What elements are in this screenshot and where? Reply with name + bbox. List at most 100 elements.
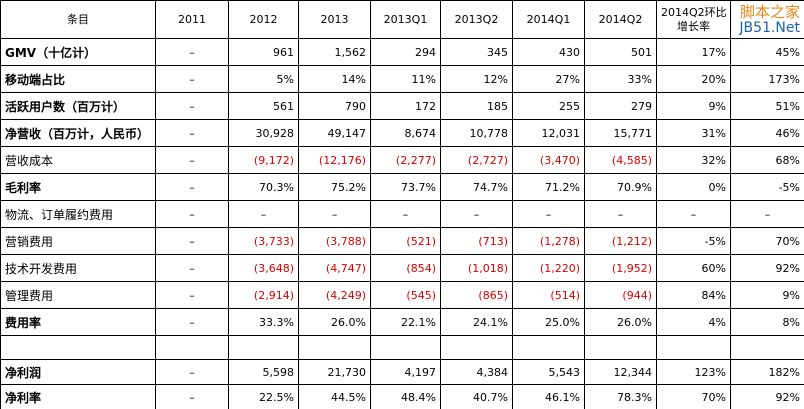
table-cell: 20% [656, 65, 731, 93]
empty-cell [155, 335, 229, 360]
header-row: 条目 2011 2012 2013 2013Q1 2013Q2 2014Q1 2014Q2 20… [0, 0, 804, 39]
column-header [730, 0, 804, 39]
table-cell: -5% [730, 173, 804, 201]
row-label: 营销费用 [0, 227, 156, 255]
table-cell: 46.1% [512, 384, 585, 409]
table-cell: – [440, 200, 513, 228]
table-cell: 71.2% [512, 173, 585, 201]
table-cell: 12,344 [584, 359, 657, 385]
table-cell: 26.0% [298, 308, 371, 336]
table-cell: – [155, 119, 229, 147]
table-cell: 14% [298, 65, 371, 93]
table-cell: (1,278) [512, 227, 585, 255]
table-cell: 51% [730, 92, 804, 120]
table-row: GMV（十亿计） –961 1,562 294 345 430 501 17% 45% [0, 38, 804, 66]
table-cell: – [155, 65, 229, 93]
header-line: 增长率 [677, 19, 710, 33]
table-cell: 33% [584, 65, 657, 93]
empty-cell [512, 335, 585, 360]
column-header: 2014Q2 [584, 0, 657, 39]
empty-cell [440, 335, 513, 360]
table-cell: (1,212) [584, 227, 657, 255]
table-cell: 1,562 [298, 38, 371, 66]
table-cell: 173% [730, 65, 804, 93]
table-cell: -5% [656, 227, 731, 255]
table-cell: (4,585) [584, 146, 657, 174]
empty-cell [228, 335, 299, 360]
table-cell: (3,470) [512, 146, 585, 174]
table-cell: – [155, 146, 229, 174]
table-cell: (865) [440, 281, 513, 309]
table-cell: 22.1% [370, 308, 441, 336]
table-cell: 185 [440, 92, 513, 120]
empty-cell [584, 335, 657, 360]
table-row: 活跃用户数（百万计） –561 790 172 185 255 279 9% 51% [0, 92, 804, 120]
row-label: GMV（十亿计） [0, 38, 156, 66]
table-cell: 17% [656, 38, 731, 66]
row-label: 营收成本 [0, 146, 156, 174]
table-cell: (4,249) [298, 281, 371, 309]
table-cell: 294 [370, 38, 441, 66]
table-cell: 92% [730, 254, 804, 282]
table-cell: (713) [440, 227, 513, 255]
table-cell: 24.1% [440, 308, 513, 336]
table-cell: (2,914) [228, 281, 299, 309]
table-cell: 9% [656, 92, 731, 120]
table-cell: 31% [656, 119, 731, 147]
table-cell: – [370, 200, 441, 228]
table-cell: 30,928 [228, 119, 299, 147]
table-cell: 73.7% [370, 173, 441, 201]
table-row: 营收成本 – (9,172) (12,176) (2,277) (2,727) (3,470… [0, 146, 804, 174]
column-header: 条目 [0, 0, 156, 39]
table-cell: (545) [370, 281, 441, 309]
column-header: 2014Q2环比 增长率 [656, 0, 731, 39]
table-cell: 123% [656, 359, 731, 385]
table-cell: 15,771 [584, 119, 657, 147]
table-cell: 12% [440, 65, 513, 93]
table-cell: – [155, 92, 229, 120]
table-cell: (514) [512, 281, 585, 309]
table-cell: 46% [730, 119, 804, 147]
empty-cell [656, 335, 731, 360]
table-cell: 45% [730, 38, 804, 66]
column-header: 2012 [228, 0, 299, 39]
table-cell: (2,277) [370, 146, 441, 174]
table-cell: (12,176) [298, 146, 371, 174]
row-label: 毛利率 [0, 173, 156, 201]
spacer-row [0, 335, 804, 360]
table-cell: 8,674 [370, 119, 441, 147]
table-cell: 561 [228, 92, 299, 120]
table-cell: – [155, 173, 229, 201]
table-cell: 10,778 [440, 119, 513, 147]
table-cell: – [155, 227, 229, 255]
column-header: 2013Q2 [440, 0, 513, 39]
table-cell: 279 [584, 92, 657, 120]
table-cell: 33.3% [228, 308, 299, 336]
table-cell: 78.3% [584, 384, 657, 409]
table-cell: 172 [370, 92, 441, 120]
table-cell: – [512, 200, 585, 228]
table-cell: (854) [370, 254, 441, 282]
row-label: 费用率 [0, 308, 156, 336]
column-header: 2011 [155, 0, 229, 39]
table-cell: – [155, 384, 229, 409]
table-cell: 9% [730, 281, 804, 309]
table-cell: 790 [298, 92, 371, 120]
table-cell: (1,952) [584, 254, 657, 282]
table-cell: – [155, 359, 229, 385]
table-cell: – [228, 200, 299, 228]
table-cell: (4,747) [298, 254, 371, 282]
table-row: 净利润 –5,598 21,730 4,197 4,384 5,543 12,344 123%… [0, 359, 804, 385]
table-cell: 5% [228, 65, 299, 93]
table-row: 净利率 –22.5% 44.5% 48.4% 40.7% 46.1% 78.3% 70% 92% [0, 384, 804, 409]
table-cell: 11% [370, 65, 441, 93]
column-header: 2014Q1 [512, 0, 585, 39]
table-cell: 0% [656, 173, 731, 201]
table-cell: 8% [730, 308, 804, 336]
table-cell: (9,172) [228, 146, 299, 174]
table-cell: (3,648) [228, 254, 299, 282]
row-label: 技术开发费用 [0, 254, 156, 282]
table-cell: – [155, 200, 229, 228]
row-label: 物流、订单履约费用 [0, 200, 156, 228]
